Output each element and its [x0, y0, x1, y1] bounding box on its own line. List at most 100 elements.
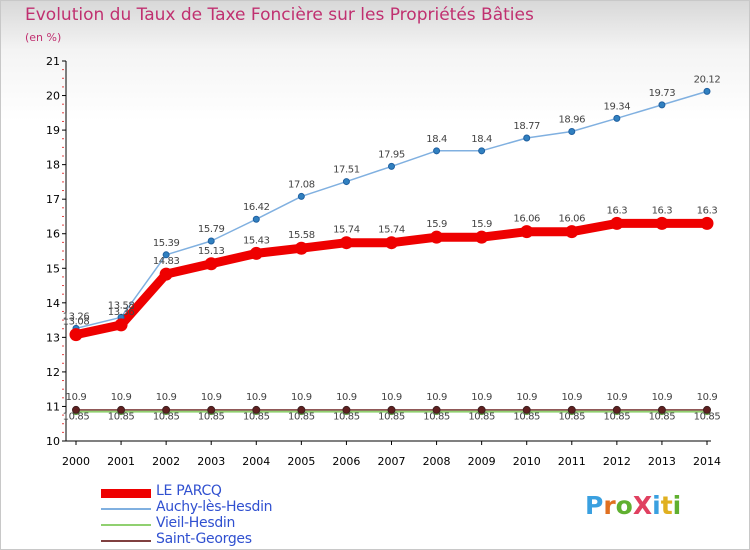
data-point-saint-georges — [432, 405, 441, 414]
legend-item-vieil-hesdin: Vieil-Hesdin — [101, 515, 361, 533]
data-point-saint-georges — [162, 405, 171, 414]
data-label-vieil-hesdin: 10.85 — [108, 412, 135, 423]
data-point-auchy-les-hesdin — [162, 251, 170, 259]
data-label-saint-georges: 10.9 — [66, 392, 87, 403]
data-label-vieil-hesdin: 10.85 — [694, 412, 721, 423]
x-tick-label: 2005 — [287, 455, 315, 468]
data-point-saint-georges — [342, 405, 351, 414]
data-label-auchy-les-hesdin: 17.51 — [333, 165, 360, 176]
data-point-saint-georges — [657, 405, 666, 414]
data-point-saint-georges — [297, 405, 306, 414]
y-tick-label: 10 — [46, 435, 60, 448]
y-tick-label: 12 — [46, 366, 60, 379]
data-label-saint-georges: 10.9 — [607, 392, 628, 403]
data-label-auchy-les-hesdin: 13.58 — [108, 300, 135, 311]
data-label-auchy-les-hesdin: 18.96 — [558, 114, 585, 125]
data-point-auchy-les-hesdin — [703, 87, 711, 95]
data-point-saint-georges — [72, 405, 80, 414]
data-label-auchy-les-hesdin: 18.4 — [471, 134, 492, 145]
data-label-saint-georges: 10.9 — [156, 392, 177, 403]
data-label-vieil-hesdin: 10.85 — [333, 412, 360, 423]
data-label-le-parcq: 15.13 — [198, 246, 225, 257]
data-label-le-parcq: 16.3 — [607, 205, 628, 216]
legend-label-auchy-les-hesdin: Auchy-lès-Hesdin — [156, 499, 273, 515]
data-label-vieil-hesdin: 10.85 — [198, 412, 225, 423]
proxiti-logo: ProXiti — [585, 491, 681, 520]
data-point-le-parcq — [610, 216, 624, 230]
data-label-saint-georges: 10.9 — [291, 392, 312, 403]
data-point-saint-georges — [387, 405, 396, 414]
data-point-auchy-les-hesdin — [523, 134, 531, 142]
data-point-saint-georges — [522, 405, 531, 414]
legend-swatch-le-parcq — [101, 489, 151, 498]
data-label-vieil-hesdin: 10.85 — [468, 412, 495, 423]
data-label-vieil-hesdin: 10.85 — [513, 412, 540, 423]
data-point-le-parcq — [430, 230, 444, 244]
data-point-saint-georges — [477, 405, 486, 414]
legend-label-saint-georges: Saint-Georges — [156, 531, 252, 547]
data-point-le-parcq — [700, 216, 714, 230]
x-tick-label: 2012 — [603, 455, 631, 468]
data-label-vieil-hesdin: 10.85 — [243, 412, 270, 423]
data-point-le-parcq — [249, 246, 263, 260]
data-label-saint-georges: 10.9 — [561, 392, 582, 403]
data-point-saint-georges — [252, 405, 261, 414]
data-label-auchy-les-hesdin: 17.95 — [378, 149, 405, 160]
data-label-vieil-hesdin: 10.85 — [649, 412, 676, 423]
data-label-vieil-hesdin: 10.85 — [558, 412, 585, 423]
data-point-le-parcq — [655, 216, 669, 230]
data-label-le-parcq: 15.9 — [471, 219, 492, 230]
x-tick-label: 2009 — [468, 455, 496, 468]
legend-swatch-saint-georges — [101, 540, 151, 542]
data-point-auchy-les-hesdin — [478, 147, 486, 155]
data-label-auchy-les-hesdin: 15.79 — [198, 224, 225, 235]
y-tick-label: 18 — [46, 159, 60, 172]
series-points — [69, 87, 714, 416]
data-label-le-parcq: 14.83 — [153, 256, 180, 267]
legend: LE PARCQ Auchy-lès-Hesdin Vieil-Hesdin S… — [101, 483, 361, 549]
data-point-saint-georges — [567, 405, 576, 414]
data-label-auchy-les-hesdin: 18.77 — [513, 121, 540, 132]
data-label-le-parcq: 15.43 — [243, 235, 270, 246]
y-tick-label: 17 — [46, 193, 60, 206]
data-label-auchy-les-hesdin: 15.39 — [153, 238, 180, 249]
x-tick-label: 2008 — [423, 455, 451, 468]
data-label-auchy-les-hesdin: 13.26 — [63, 311, 90, 322]
data-point-auchy-les-hesdin — [658, 101, 666, 109]
data-point-le-parcq — [565, 225, 579, 239]
chart-title: Evolution du Taux de Taxe Foncière sur l… — [25, 5, 534, 25]
data-label-le-parcq: 15.9 — [426, 219, 447, 230]
data-label-saint-georges: 10.9 — [201, 392, 222, 403]
x-tick-label: 2011 — [558, 455, 586, 468]
data-label-saint-georges: 10.9 — [652, 392, 673, 403]
data-label-le-parcq: 16.3 — [697, 205, 718, 216]
data-point-le-parcq — [69, 328, 83, 342]
logo-letter: X — [632, 491, 653, 520]
data-label-auchy-les-hesdin: 18.4 — [426, 134, 447, 145]
y-tick-label: 21 — [46, 55, 60, 68]
x-tick-label: 2014 — [693, 455, 721, 468]
data-point-auchy-les-hesdin — [207, 237, 215, 245]
legend-item-saint-georges: Saint-Georges — [101, 531, 361, 549]
data-label-le-parcq: 15.74 — [333, 225, 360, 236]
data-label-vieil-hesdin: 10.85 — [63, 412, 90, 423]
data-point-saint-georges — [207, 405, 216, 414]
data-point-le-parcq — [159, 267, 173, 281]
logo-letter: r — [603, 491, 616, 520]
data-label-vieil-hesdin: 10.85 — [153, 412, 180, 423]
data-label-saint-georges: 10.9 — [516, 392, 537, 403]
data-label-vieil-hesdin: 10.85 — [378, 412, 405, 423]
data-point-auchy-les-hesdin — [433, 147, 441, 155]
data-label-auchy-les-hesdin: 17.08 — [288, 179, 315, 190]
data-point-le-parcq — [114, 318, 128, 332]
logo-letter: i — [652, 491, 661, 520]
legend-item-auchy-les-hesdin: Auchy-lès-Hesdin — [101, 499, 361, 517]
data-point-le-parcq — [520, 225, 534, 239]
x-tick-label: 2013 — [648, 455, 676, 468]
data-point-auchy-les-hesdin — [252, 215, 260, 223]
data-label-vieil-hesdin: 10.85 — [423, 412, 450, 423]
data-label-saint-georges: 10.9 — [426, 392, 447, 403]
y-tick-label: 19 — [46, 124, 60, 137]
